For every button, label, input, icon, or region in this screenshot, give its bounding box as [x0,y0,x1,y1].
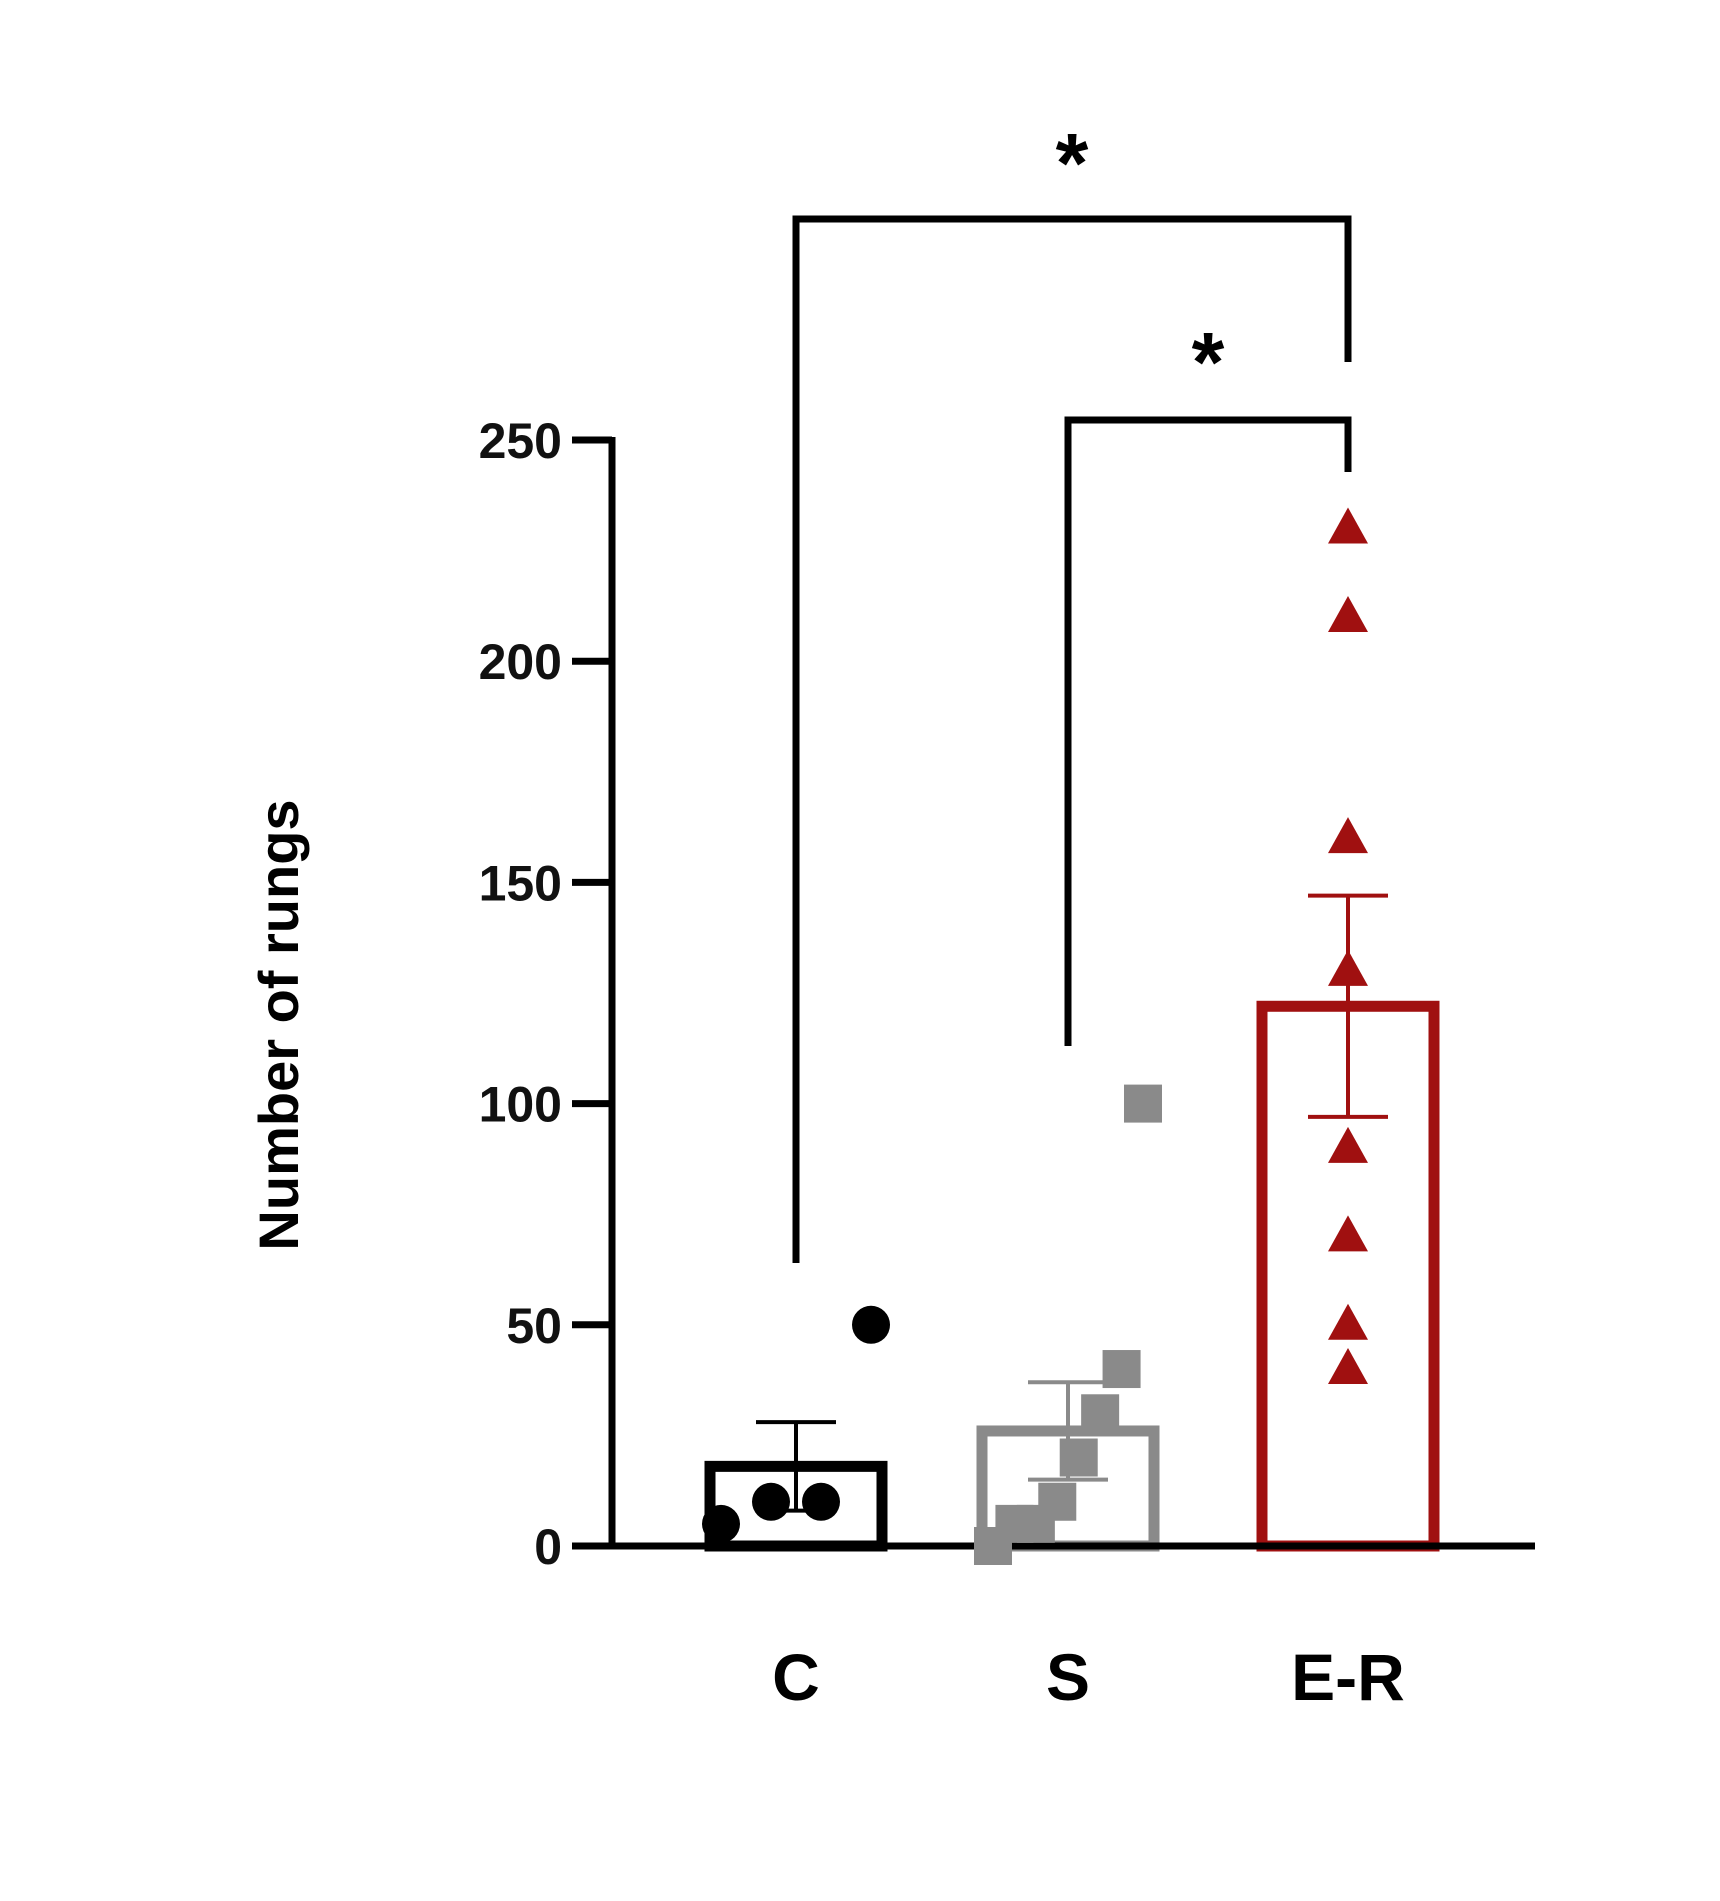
data-point-c-1 [752,1482,790,1521]
data-point-e-r-1 [1328,1303,1368,1340]
data-point-c-2 [802,1482,840,1521]
data-point-s-3 [1038,1482,1077,1521]
x-category-label-s: S [1046,1640,1090,1714]
significance-star-0: * [1056,116,1089,210]
data-point-s-5 [1081,1394,1120,1433]
y-axis-label: Number of rungs [247,799,310,1250]
y-tick-label-50: 50 [506,1298,562,1354]
y-tick-label-250: 250 [479,413,562,469]
data-point-e-r-3 [1328,1126,1368,1163]
data-point-c-3 [852,1305,890,1344]
data-point-s-6 [1102,1350,1141,1389]
x-category-label-c: C [772,1640,820,1714]
data-point-e-r-6 [1328,595,1368,632]
data-point-e-r-7 [1328,507,1368,544]
y-tick-label-200: 200 [479,634,562,690]
y-tick-label-0: 0 [534,1519,562,1575]
data-point-e-r-2 [1328,1215,1368,1252]
significance-bracket-1 [1064,416,1352,1046]
y-tick-label-100: 100 [479,1077,562,1133]
data-point-s-7 [1124,1084,1162,1123]
data-point-c-0 [702,1504,740,1543]
significance-star-1: * [1192,315,1225,409]
data-point-e-r-5 [1328,817,1368,854]
significance-bracket-0 [792,215,1352,1263]
x-category-label-e-r: E-R [1291,1640,1405,1714]
data-point-e-r-0 [1328,1348,1368,1385]
y-tick-label-150: 150 [479,855,562,911]
data-point-s-4 [1059,1438,1098,1477]
